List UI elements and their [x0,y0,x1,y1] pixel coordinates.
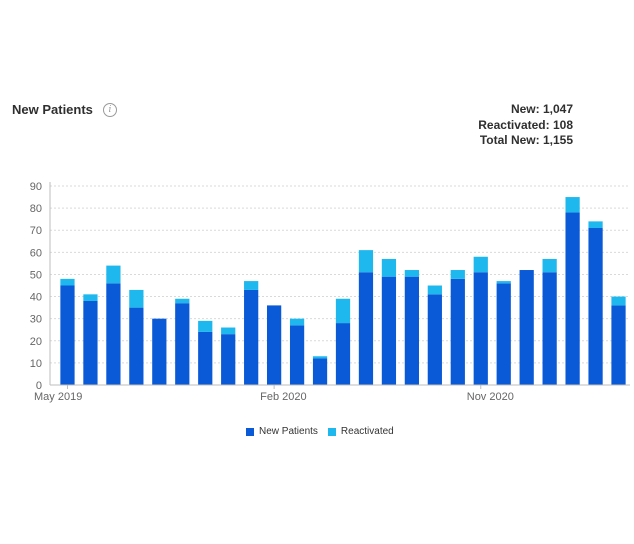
bar-reactivated[interactable] [335,298,351,324]
bar-new-patients[interactable] [83,300,98,385]
bar-new-patients[interactable] [152,318,167,385]
bar-reactivated[interactable] [450,270,465,279]
bar-reactivated[interactable] [473,256,488,273]
bar-new-patients[interactable] [198,331,213,385]
bar-new-patients[interactable] [381,276,397,385]
bar-new-patients[interactable] [565,212,580,385]
bar-reactivated[interactable] [289,318,305,326]
y-tick-label: 90 [30,181,42,193]
bar-new-patients[interactable] [175,303,190,385]
axis-layer: 0 10 20 30 40 50 60 70 80 90 May 2019 Feb 2020 Nov 2… [30,181,630,403]
x-tick-label: Feb 2020 [260,391,306,403]
bar-new-patients[interactable] [267,305,282,385]
bar-reactivated[interactable] [106,265,121,284]
summary-reactivated-label: Reactivated: [478,117,550,132]
legend-swatch-reactivated [327,427,336,436]
bar-new-patients[interactable] [542,272,557,385]
bar-reactivated[interactable] [129,289,144,308]
bar-reactivated[interactable] [221,327,236,335]
summary-total-value: 1,155 [542,133,573,147]
bar-new-patients[interactable] [335,323,351,385]
y-tick-label: 10 [30,358,42,370]
y-tick-label: 40 [30,292,42,304]
bar-new-patients[interactable] [588,228,603,385]
legend: New Patients Reactivated [246,426,394,437]
bar-new-patients[interactable] [106,283,121,385]
bar-reactivated[interactable] [496,281,511,284]
bar-reactivated[interactable] [427,285,442,295]
bar-reactivated[interactable] [542,258,557,273]
y-tick-label: 70 [30,225,42,237]
widget-title-text: New Patients [12,102,93,117]
summary-total: Total New: 1,155 [478,133,573,149]
info-icon[interactable]: i [102,102,117,117]
legend-label-new: New Patients [259,426,318,437]
bar-reactivated[interactable] [83,294,98,301]
summary-totals: New: 1,047 Reactivated: 108 Total New: 1… [478,102,573,149]
summary-total-label: Total New: [479,133,540,147]
bar-reactivated[interactable] [588,221,603,229]
y-tick-label: 60 [30,247,42,259]
y-tick-label: 20 [30,336,42,348]
bar-new-patients[interactable] [404,276,419,385]
y-tick-label: 50 [30,269,42,281]
bar-new-patients[interactable] [312,358,328,385]
bar-new-patients[interactable] [496,283,511,385]
bars-layer [60,197,626,386]
bar-reactivated[interactable] [175,298,190,304]
y-tick-label: 0 [36,380,42,392]
x-tick-label: May 2019 [34,391,82,403]
y-tick-label: 80 [30,203,42,215]
summary-new-value: 1,047 [542,102,573,116]
summary-reactivated: Reactivated: 108 [478,118,573,134]
bar-new-patients[interactable] [244,289,259,385]
summary-new-label: New: [510,102,540,116]
bar-new-patients[interactable] [611,305,626,385]
bar-new-patients[interactable] [450,278,465,385]
bar-new-patients[interactable] [473,272,488,385]
legend-swatch-new [246,427,254,436]
bar-new-patients[interactable] [289,325,305,385]
bar-new-patients[interactable] [358,272,374,385]
bar-reactivated[interactable] [312,356,328,359]
legend-item-reactivated[interactable]: Reactivated [327,426,394,437]
y-tick-label: 30 [30,314,42,326]
widget-title: New Patients i [12,102,117,117]
summary-reactivated-value: 108 [552,117,573,132]
bar-reactivated[interactable] [404,270,419,277]
bar-new-patients[interactable] [60,285,75,386]
bar-reactivated[interactable] [244,281,259,290]
bar-new-patients[interactable] [427,294,442,385]
legend-label-reactivated: Reactivated [340,426,394,437]
bar-new-patients[interactable] [221,334,236,385]
bar-new-patients[interactable] [519,270,534,385]
x-tick-label: Nov 2020 [467,391,514,403]
bar-reactivated[interactable] [381,258,397,277]
summary-new: New: 1,047 [478,102,573,118]
bar-new-patients[interactable] [129,307,144,385]
bar-reactivated[interactable] [358,250,374,273]
bar-reactivated[interactable] [565,197,580,213]
bar-reactivated[interactable] [611,296,626,306]
bar-reactivated[interactable] [198,320,213,332]
legend-item-new-patients[interactable]: New Patients [246,426,318,437]
bar-reactivated[interactable] [60,278,75,286]
